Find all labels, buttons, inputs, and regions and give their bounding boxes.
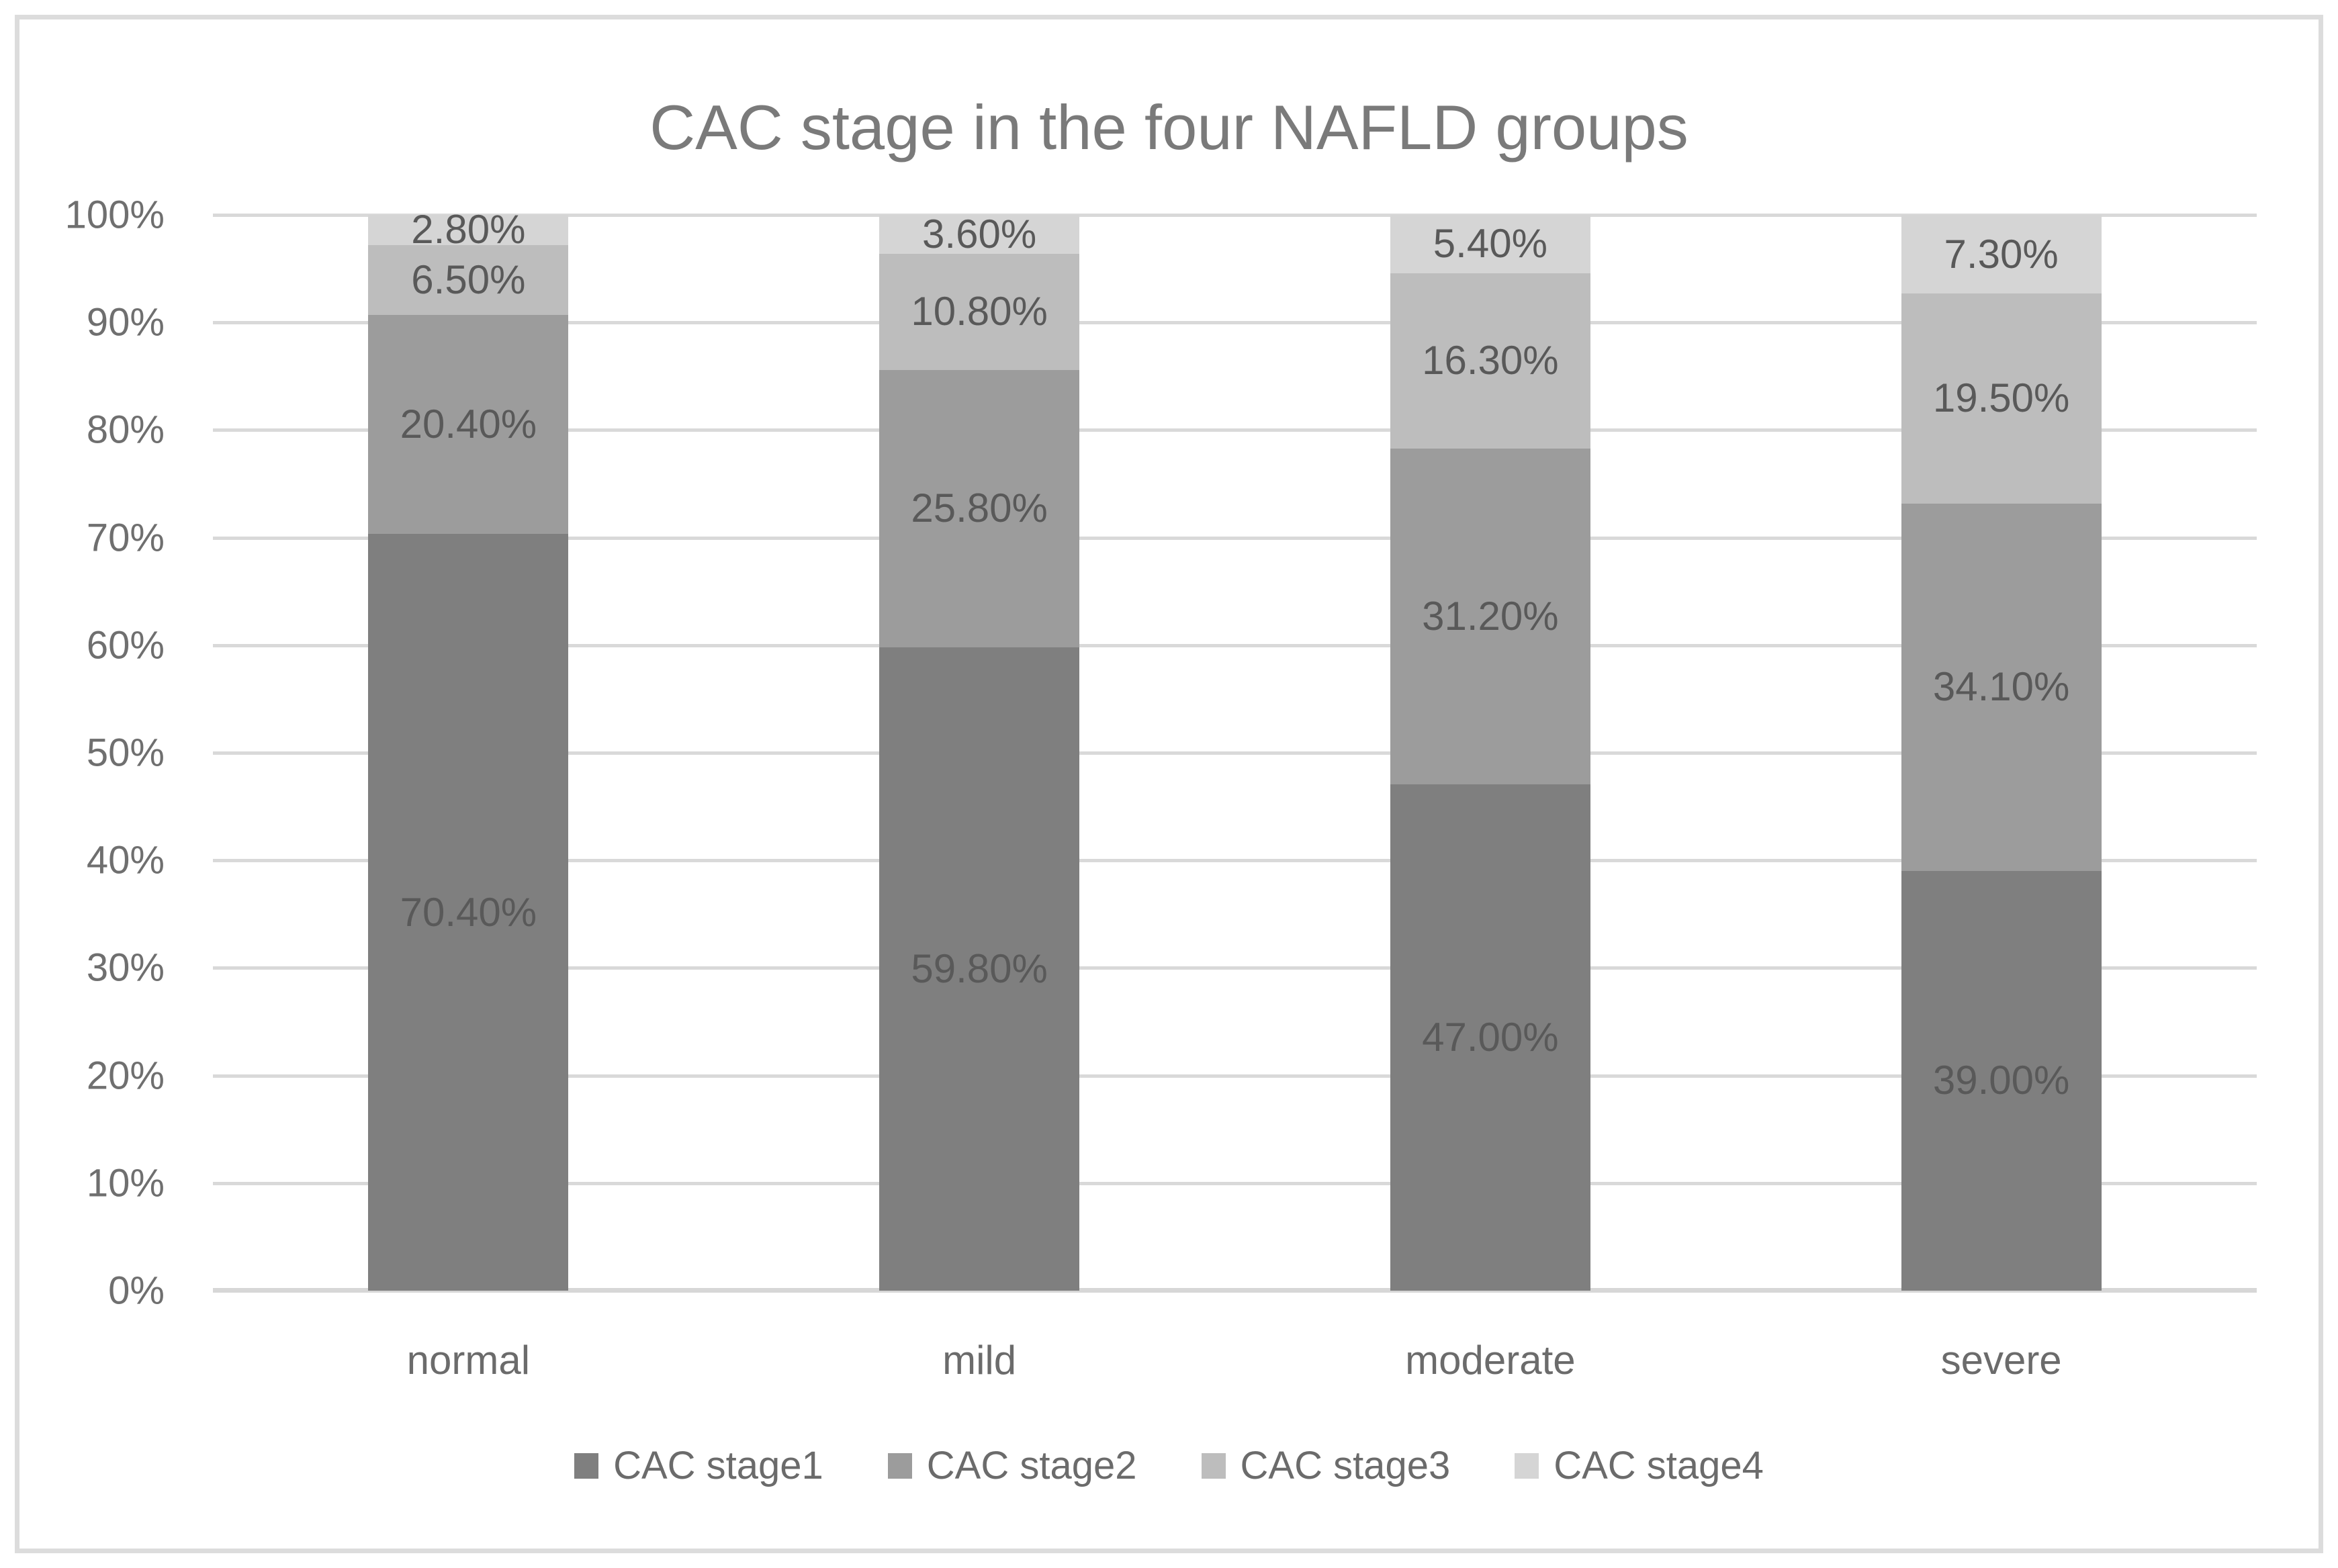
bar-segment-severe-cac-stage2: 34.10%	[1901, 503, 2102, 871]
y-tick-label: 30%	[86, 946, 165, 990]
data-label: 20.40%	[400, 402, 537, 447]
data-label: 19.50%	[1932, 375, 2070, 421]
gridline	[213, 536, 2257, 540]
x-axis-line	[213, 1288, 2257, 1293]
bar-segment-mild-cac-stage4: 3.60%	[879, 211, 1080, 257]
bar-segment-moderate-cac-stage2: 31.20%	[1390, 448, 1590, 785]
stacked-bar-moderate: 5.40% 16.30% 31.20% 47.00%	[1390, 215, 1590, 1291]
y-tick-label: 0%	[108, 1269, 165, 1313]
bar-segment-moderate-cac-stage1: 47.00%	[1390, 784, 1590, 1291]
data-label: 3.60%	[922, 211, 1037, 257]
gridline	[213, 643, 2257, 647]
stacked-bar-mild: 3.60% 10.80% 25.80% 59.80%	[879, 211, 1080, 1291]
chart-frame: CAC stage in the four NAFLD groups 0% 10%…	[15, 15, 2323, 1553]
plot-area: 2.80% 6.50% 20.40% 70.40% 3.60% 10.80% 25.80% 5…	[213, 210, 2257, 1293]
data-label: 5.40%	[1433, 221, 1547, 267]
legend-swatch-icon	[574, 1452, 599, 1479]
legend-label: CAC stage2	[926, 1444, 1137, 1487]
bar-segment-normal-cac-stage3: 6.50%	[368, 244, 569, 315]
data-label: 25.80%	[911, 486, 1048, 531]
bar-segment-mild-cac-stage2: 25.80%	[879, 369, 1080, 647]
bar-slot-normal: 2.80% 6.50% 20.40% 70.40%	[213, 210, 724, 1291]
data-label: 47.00%	[1422, 1015, 1559, 1060]
bar-segment-severe-cac-stage3: 19.50%	[1901, 293, 2102, 504]
y-tick-label: 80%	[86, 408, 165, 452]
gridline	[213, 1074, 2257, 1078]
data-label: 39.00%	[1932, 1058, 2070, 1103]
chart-title: CAC stage in the four NAFLD groups	[649, 92, 1689, 163]
data-label: 7.30%	[1944, 231, 2059, 277]
y-tick-label: 90%	[86, 300, 165, 344]
legend-item-cac-stage2: CAC stage2	[887, 1443, 1137, 1488]
x-axis: normal mild moderate severe	[213, 1337, 2257, 1383]
data-label: 31.20%	[1422, 594, 1559, 639]
gridline	[213, 966, 2257, 970]
data-label: 34.10%	[1932, 664, 2070, 710]
x-category-label-mild: mild	[942, 1338, 1017, 1383]
gridline	[213, 751, 2257, 755]
bar-segment-normal-cac-stage1: 70.40%	[368, 534, 569, 1291]
x-category-label-severe: severe	[1940, 1338, 2062, 1383]
bar-segment-moderate-cac-stage3: 16.30%	[1390, 273, 1590, 449]
legend-item-cac-stage1: CAC stage1	[574, 1443, 823, 1488]
y-tick-label: 100%	[64, 193, 165, 237]
gridline	[213, 321, 2257, 325]
y-tick-label: 40%	[86, 838, 165, 882]
bar-segment-normal-cac-stage4: 2.80%	[368, 210, 569, 250]
legend-label: CAC stage4	[1554, 1444, 1764, 1487]
legend-label: CAC stage1	[613, 1444, 823, 1487]
stacked-bar-normal: 2.80% 6.50% 20.40% 70.40%	[368, 210, 569, 1291]
gridline	[213, 428, 2257, 432]
data-label: 16.30%	[1422, 338, 1559, 383]
data-label: 10.80%	[911, 289, 1048, 334]
bar-segment-normal-cac-stage2: 20.40%	[368, 314, 569, 535]
stacked-bar-severe: 7.30% 19.50% 34.10% 39.00%	[1901, 215, 2102, 1291]
bars-container: 2.80% 6.50% 20.40% 70.40% 3.60% 10.80% 25.80% 5…	[213, 210, 2257, 1291]
bar-segment-moderate-cac-stage4: 5.40%	[1390, 215, 1590, 273]
y-tick-label: 50%	[86, 731, 165, 775]
bar-segment-mild-cac-stage1: 59.80%	[879, 647, 1080, 1291]
bar-segment-severe-cac-stage4: 7.30%	[1901, 215, 2102, 294]
legend-swatch-icon	[1201, 1452, 1226, 1479]
x-category-label-moderate: moderate	[1405, 1338, 1576, 1383]
legend-swatch-icon	[1515, 1452, 1539, 1479]
legend-item-cac-stage3: CAC stage3	[1201, 1443, 1451, 1488]
bar-slot-severe: 7.30% 19.50% 34.10% 39.00%	[1746, 215, 2257, 1291]
data-label: 70.40%	[400, 889, 537, 935]
legend-label: CAC stage3	[1240, 1444, 1451, 1487]
legend-item-cac-stage4: CAC stage4	[1515, 1443, 1764, 1488]
data-label: 59.80%	[911, 946, 1048, 991]
gridline	[213, 1181, 2257, 1185]
y-axis: 0% 10% 20% 30% 40% 50% 60% 70% 80% 90% 100%	[19, 193, 165, 1313]
legend-swatch-icon	[887, 1452, 912, 1479]
bar-segment-mild-cac-stage3: 10.80%	[879, 253, 1080, 370]
data-label: 2.80%	[411, 207, 526, 252]
y-tick-label: 10%	[86, 1161, 165, 1205]
bar-slot-moderate: 5.40% 16.30% 31.20% 47.00%	[1235, 215, 1746, 1291]
y-tick-label: 60%	[86, 623, 165, 667]
bar-slot-mild: 3.60% 10.80% 25.80% 59.80%	[724, 211, 1235, 1291]
gridline	[213, 859, 2257, 863]
y-tick-label: 20%	[86, 1054, 165, 1098]
y-tick-label: 70%	[86, 516, 165, 560]
x-category-label-normal: normal	[406, 1338, 531, 1383]
gridline	[213, 214, 2257, 217]
bar-segment-severe-cac-stage1: 39.00%	[1901, 870, 2102, 1291]
data-label: 6.50%	[411, 257, 526, 302]
legend: CAC stage1 CAC stage2 CAC stage3 CAC stage4	[19, 1443, 2319, 1488]
